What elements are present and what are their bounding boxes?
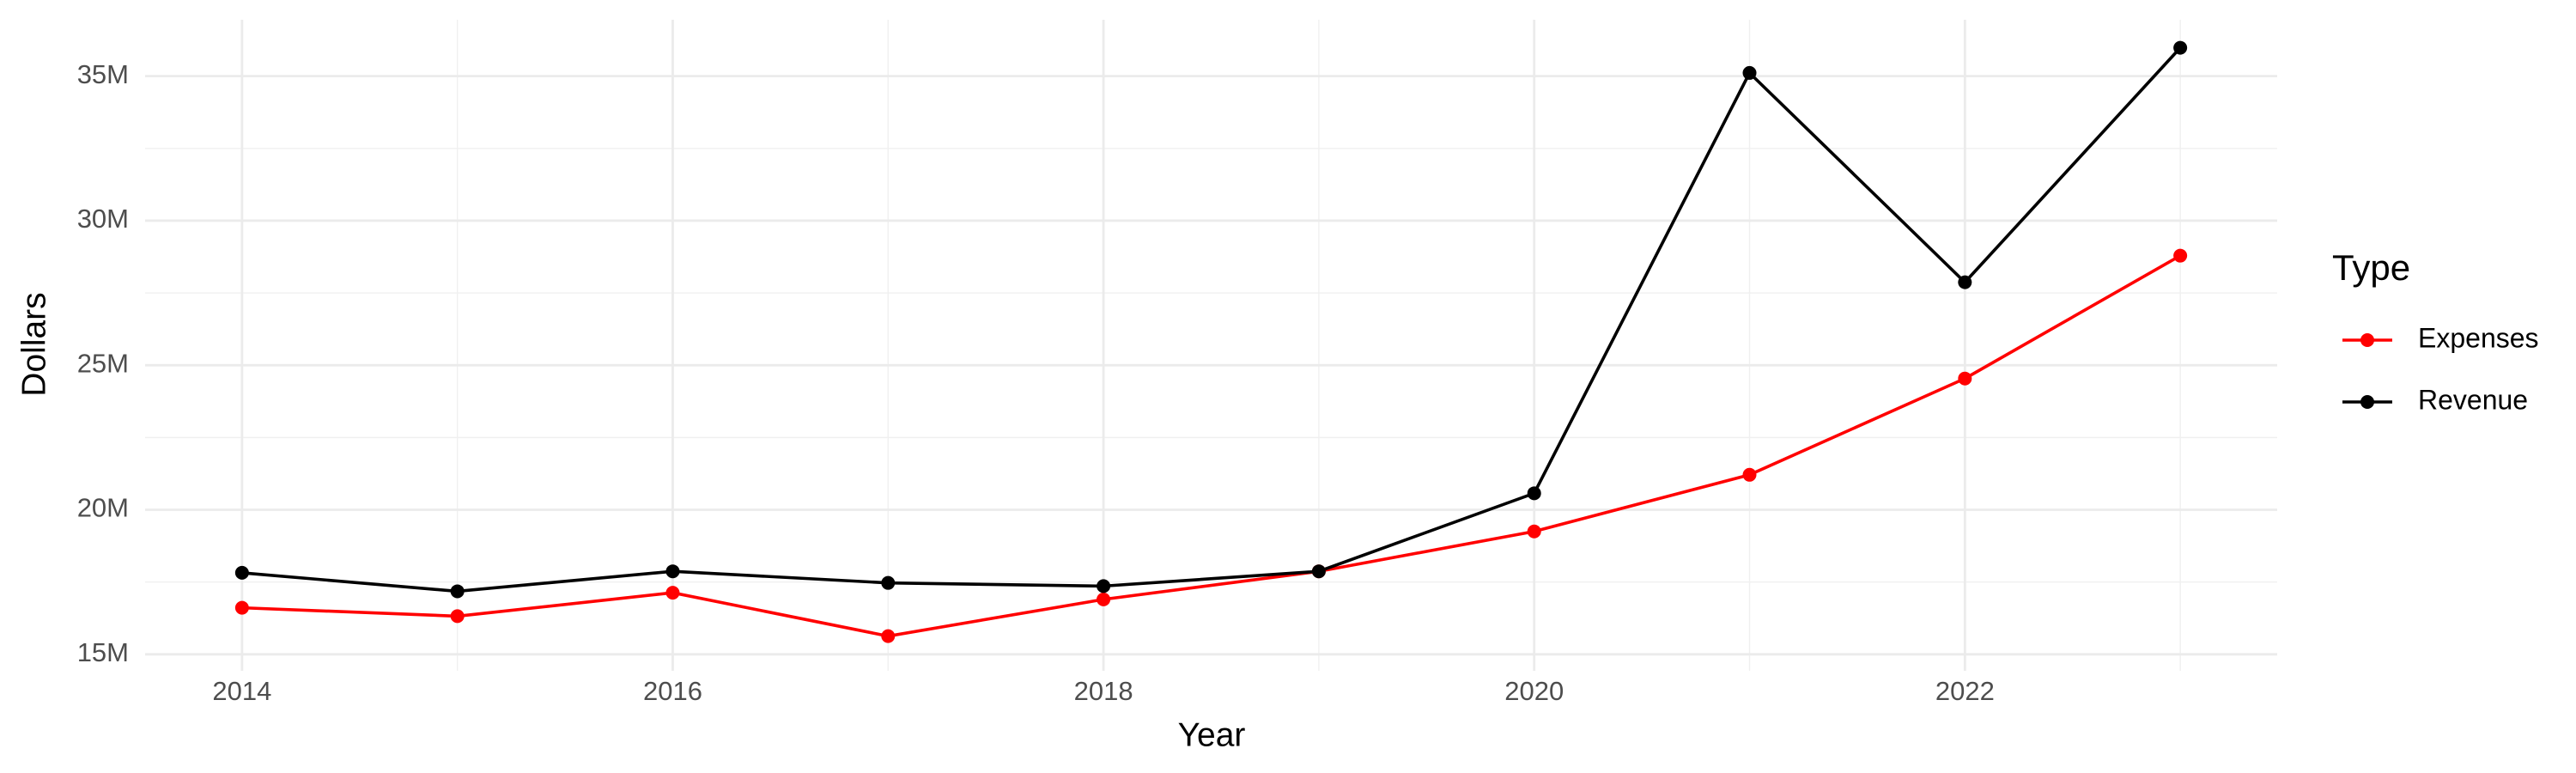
x-tick-label: 2020 xyxy=(1504,676,1564,706)
data-point xyxy=(665,586,680,600)
data-point xyxy=(234,565,249,580)
y-tick-label: 35M xyxy=(77,59,129,89)
legend-key-point xyxy=(2360,395,2374,409)
y-tick-label: 15M xyxy=(77,637,129,667)
series-line xyxy=(241,46,2182,593)
x-tick-label: 2016 xyxy=(643,676,702,706)
x-axis-title: Year xyxy=(1178,716,1246,753)
y-tick-label: 25M xyxy=(77,348,129,378)
x-tick-label: 2014 xyxy=(212,676,271,706)
legend-title: Type xyxy=(2332,247,2410,288)
data-point xyxy=(1311,564,1326,579)
y-tick-label: 20M xyxy=(77,493,129,523)
data-point xyxy=(1742,467,1757,482)
data-point xyxy=(2173,40,2188,55)
data-point xyxy=(881,575,896,590)
data-point xyxy=(1097,592,1111,606)
legend-label: Revenue xyxy=(2418,384,2528,415)
y-axis-title: Dollars xyxy=(15,292,52,396)
data-point xyxy=(1097,579,1111,593)
data-point xyxy=(665,564,680,579)
data-point xyxy=(1527,524,1541,539)
data-point xyxy=(1958,275,1972,289)
series-line xyxy=(241,254,2182,638)
data-point xyxy=(450,584,465,599)
x-tick-label: 2018 xyxy=(1074,676,1133,706)
data-point xyxy=(1527,486,1541,501)
y-tick-label: 30M xyxy=(77,204,129,234)
legend-key-point xyxy=(2360,333,2374,347)
data-point xyxy=(234,600,249,615)
data-point xyxy=(450,609,465,624)
legend-label: Expenses xyxy=(2418,322,2539,353)
data-point xyxy=(1958,371,1972,386)
data-point xyxy=(2173,248,2188,263)
data-point xyxy=(881,629,896,643)
x-tick-label: 2022 xyxy=(1935,676,1995,706)
data-point xyxy=(1742,65,1757,80)
